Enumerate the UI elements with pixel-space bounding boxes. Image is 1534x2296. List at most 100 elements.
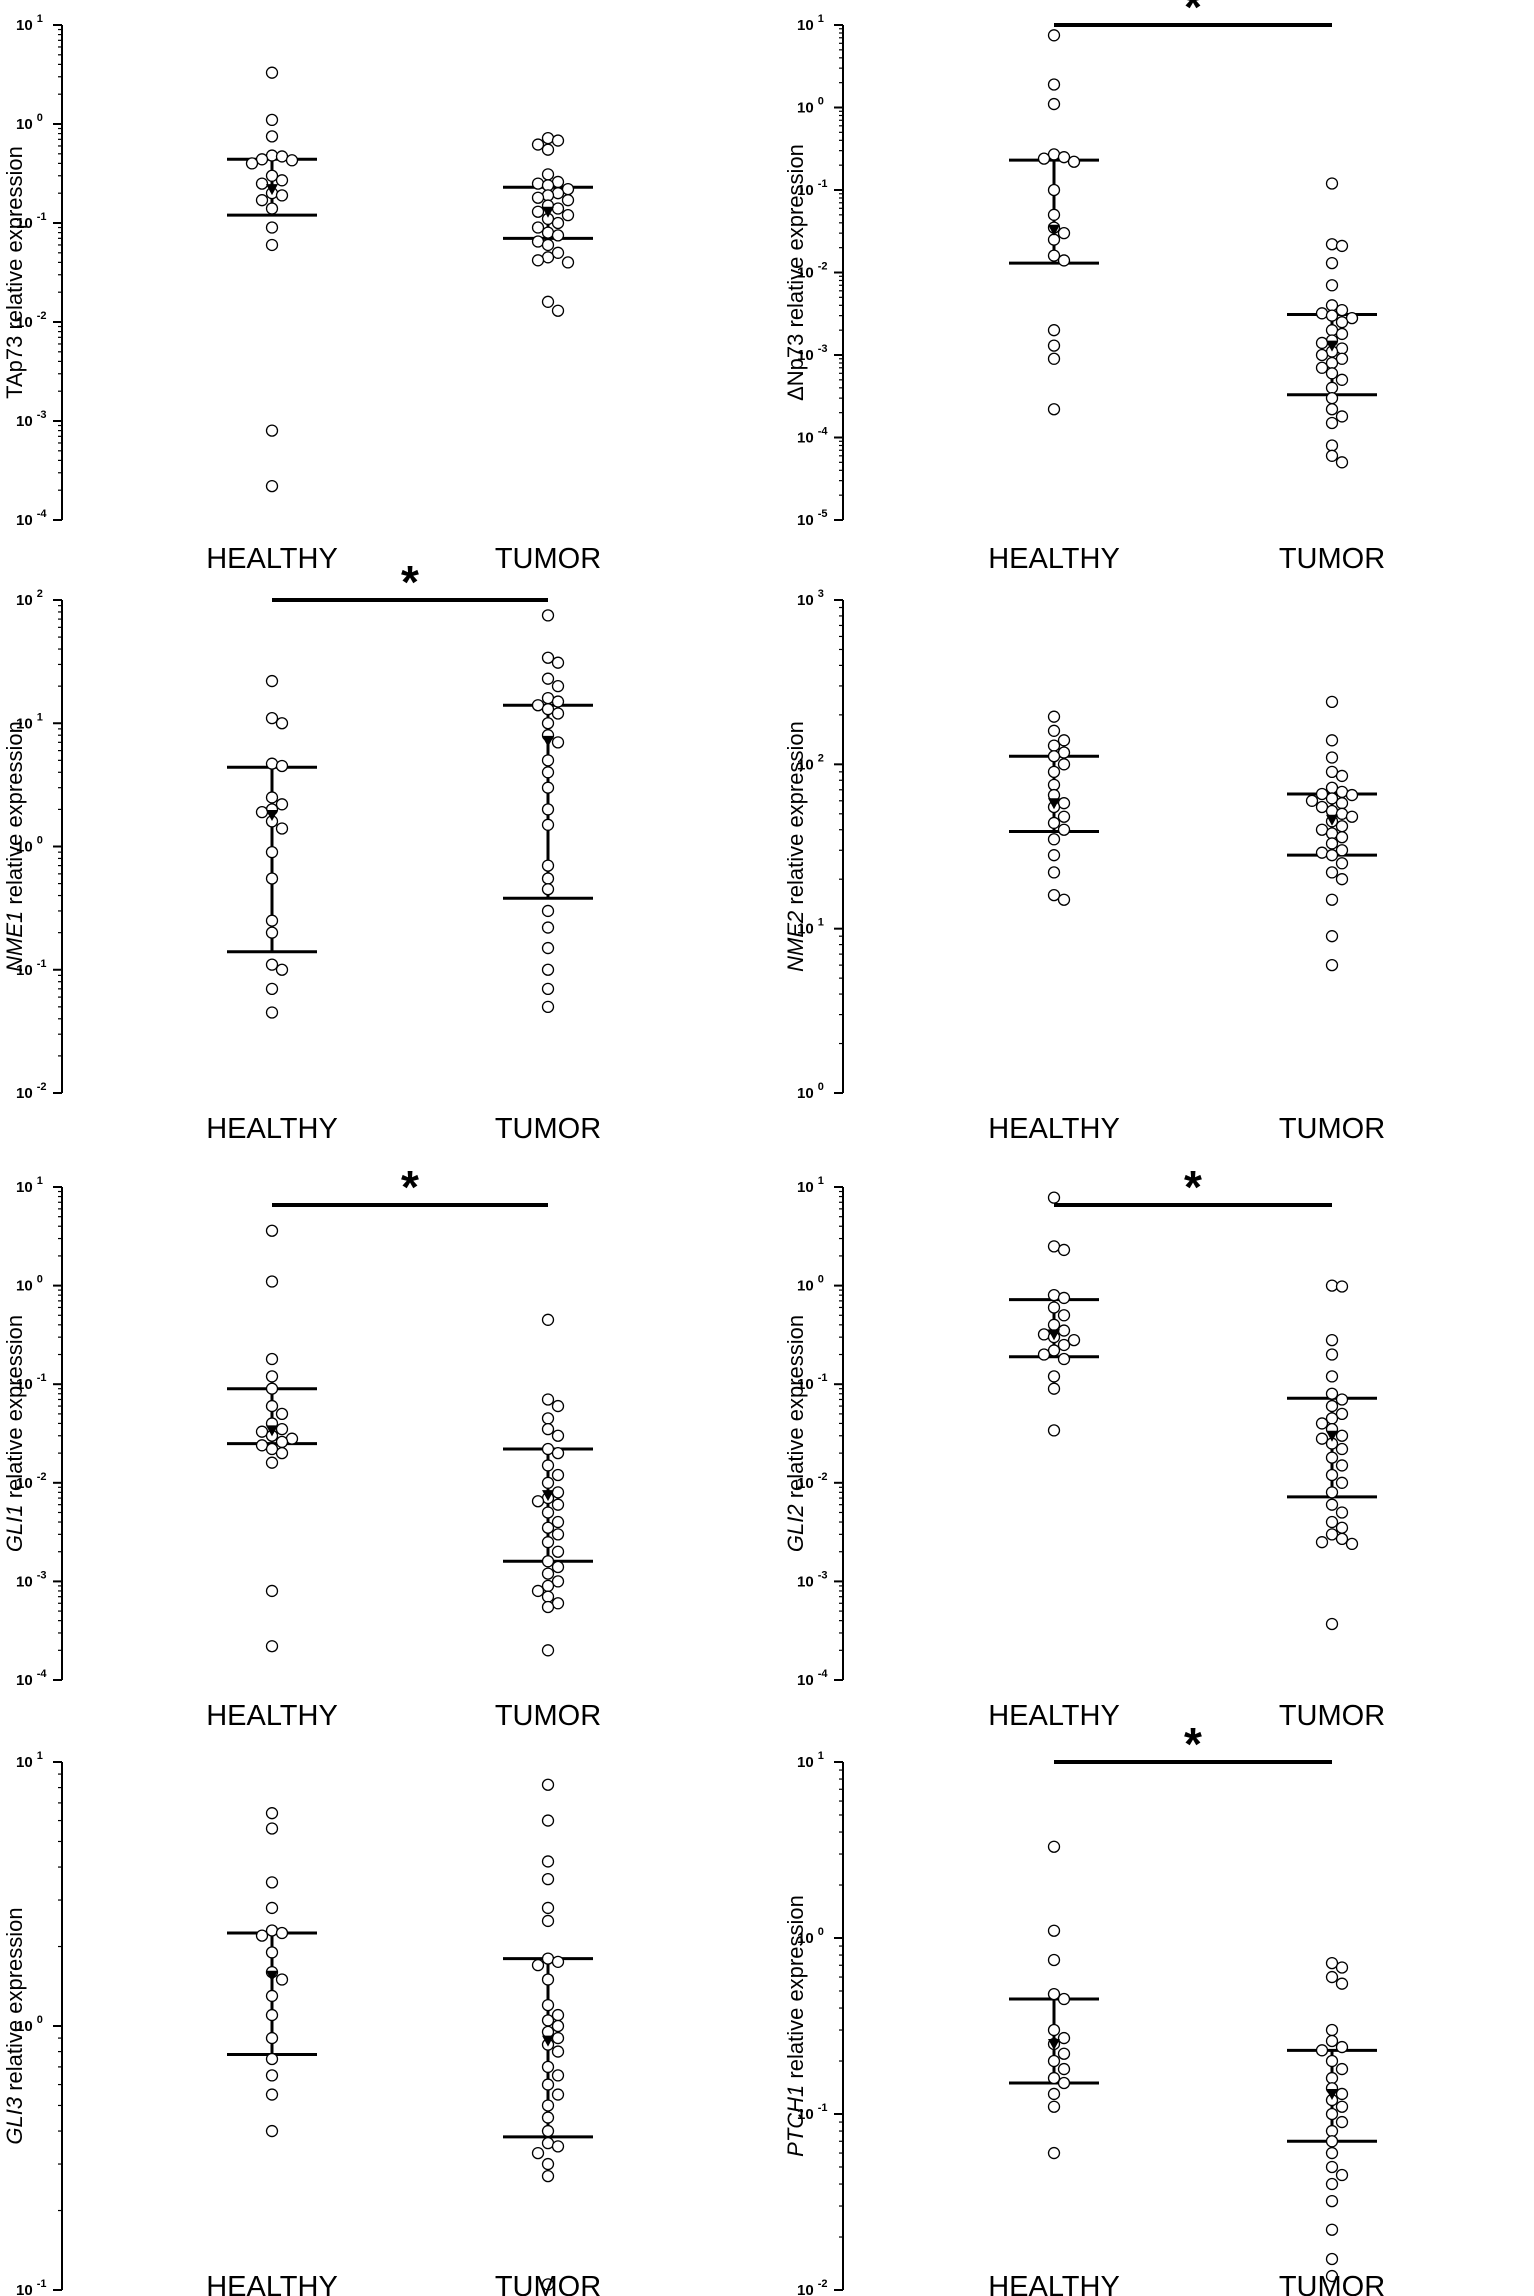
data-point	[1057, 810, 1071, 823]
data-point	[541, 691, 555, 705]
significance-star: *	[1184, 1718, 1202, 1770]
data-point	[275, 1446, 289, 1460]
median-marker	[266, 1970, 278, 1982]
y-tick-label: 10 1	[16, 13, 43, 34]
data-point	[541, 1952, 555, 1965]
data-point	[541, 803, 555, 816]
data-point	[1325, 1970, 1339, 1984]
data-point	[541, 1393, 555, 1406]
data-point	[1325, 930, 1339, 943]
median-marker	[1048, 1329, 1060, 1341]
group-label-healthy: HEALTHY	[206, 543, 338, 575]
data-point	[245, 157, 259, 170]
data-point	[1345, 1537, 1359, 1551]
data-point	[551, 1515, 565, 1529]
group-label-tumor: TUMOR	[495, 2271, 601, 2296]
data-point	[1325, 403, 1339, 416]
data-point	[1067, 155, 1081, 168]
y-tick-label: 10 -5	[797, 508, 828, 529]
data-point	[551, 1575, 565, 1588]
data-point	[531, 1584, 545, 1598]
data-point	[541, 2014, 555, 2027]
data-point	[541, 1644, 555, 1657]
data-point	[541, 904, 555, 918]
data-point	[551, 656, 565, 669]
data-point	[255, 177, 269, 190]
data-point	[1325, 1617, 1339, 1631]
data-point	[1325, 2269, 1339, 2283]
group-label-tumor: TUMOR	[495, 1700, 601, 1732]
data-point	[1325, 1333, 1339, 1347]
data-point	[1315, 2044, 1329, 2057]
data-point	[531, 221, 545, 234]
y-tick-label: 10 -4	[797, 1668, 828, 1689]
y-tick-label: 10 1	[797, 1750, 824, 1771]
data-point	[1335, 2115, 1349, 2129]
data-point	[1315, 1536, 1329, 1549]
data-point	[1335, 410, 1349, 423]
group-label-healthy: HEALTHY	[988, 1700, 1120, 1732]
data-point	[275, 759, 289, 773]
y-tick-label: 10 1	[16, 1750, 43, 1771]
data-point	[1345, 810, 1359, 823]
data-point	[265, 66, 279, 79]
data-point	[1047, 29, 1061, 42]
data-point	[551, 1486, 565, 1499]
y-tick-label: 10 0	[797, 1081, 824, 1102]
data-point	[551, 2019, 565, 2033]
data-point	[265, 791, 279, 804]
data-point	[541, 1814, 555, 1827]
data-point	[1335, 2040, 1349, 2054]
group-label-tumor: TUMOR	[1279, 1113, 1385, 1145]
data-point	[1335, 1506, 1349, 1519]
data-point	[551, 1528, 565, 1541]
significance-star: *	[401, 1161, 419, 1213]
data-point	[1325, 751, 1339, 764]
data-point	[551, 187, 565, 200]
data-point	[541, 1998, 555, 2012]
data-point	[1057, 254, 1071, 267]
data-point	[1057, 2076, 1071, 2090]
data-point	[265, 1807, 279, 1820]
data-point	[1057, 893, 1071, 906]
data-point	[1047, 2146, 1061, 2160]
data-point	[1047, 249, 1061, 262]
data-point	[1335, 373, 1349, 386]
median-marker	[1048, 798, 1060, 810]
data-point	[541, 982, 555, 995]
data-point	[1325, 958, 1339, 972]
data-point	[1335, 2087, 1349, 2101]
data-point	[1335, 316, 1349, 329]
data-point	[1335, 844, 1349, 857]
data-point	[1037, 152, 1051, 165]
data-point	[1057, 1243, 1071, 1257]
median-marker	[542, 2035, 554, 2047]
data-point	[1047, 1301, 1061, 1314]
data-point	[1057, 758, 1071, 771]
data-point	[1335, 1442, 1349, 1456]
median-marker	[542, 735, 554, 747]
data-point	[1047, 710, 1061, 723]
data-point	[1325, 416, 1339, 430]
data-point	[1057, 151, 1071, 164]
data-point	[551, 2008, 565, 2022]
data-point	[541, 2060, 555, 2074]
data-point	[1057, 823, 1071, 836]
data-point	[1325, 2223, 1339, 2236]
data-point	[541, 672, 555, 685]
data-point	[1315, 336, 1329, 350]
data-point	[255, 1425, 269, 1438]
data-point	[275, 1423, 289, 1436]
data-point	[1325, 1279, 1339, 1292]
data-point	[265, 958, 279, 971]
data-point	[1325, 765, 1339, 779]
data-point	[275, 963, 289, 976]
data-point	[541, 1567, 555, 1580]
data-point	[265, 1456, 279, 1469]
data-point	[1335, 1977, 1349, 1990]
data-point	[1325, 2252, 1339, 2266]
data-point	[541, 226, 555, 239]
